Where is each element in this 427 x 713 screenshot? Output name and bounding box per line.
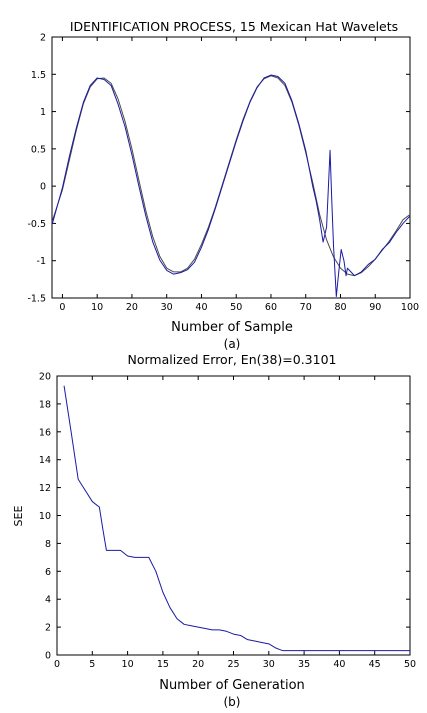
chart-a-x-axis-label: Number of Sample (171, 320, 293, 335)
x-tick-label: 25 (227, 659, 239, 670)
y-tick-label: 1 (40, 107, 46, 118)
chart-b-title: Normalized Error, En(38)=0.3101 (128, 352, 337, 367)
series-line-identified (51, 74, 411, 298)
y-tick-label: 0 (45, 651, 51, 662)
x-tick-label: 45 (369, 659, 381, 670)
y-tick-label: 14 (39, 455, 51, 466)
chart-a-plot-frame (51, 36, 411, 299)
series-line-0 (63, 385, 410, 652)
x-tick-label: 20 (192, 659, 204, 670)
x-tick-label: 90 (369, 302, 381, 313)
x-tick-label: 35 (298, 659, 310, 670)
chart-a-ticks: 0 10 20 30 40 50 60 70 80 90 100 -1.5 -1 -0.5 0 0.5 1 1.5… (27, 33, 419, 314)
y-tick-label: 1.5 (31, 70, 46, 81)
x-tick-label: 30 (161, 302, 173, 313)
x-tick-label: 60 (265, 302, 277, 313)
y-tick-label: 0.5 (31, 144, 46, 155)
x-tick-label: 40 (333, 659, 345, 670)
y-tick-label: 20 (39, 372, 51, 383)
chart-a-caption: (a) (224, 337, 241, 351)
y-tick-label: 10 (39, 511, 51, 522)
chart-b-y-axis-label: SEE (12, 506, 25, 527)
y-tick-label: 12 (39, 483, 51, 494)
y-tick-label: 16 (39, 427, 51, 438)
x-tick-label: 80 (334, 302, 346, 313)
chart-b-series (63, 385, 410, 652)
x-tick-label: 10 (91, 302, 103, 313)
x-tick-label: 0 (54, 659, 60, 670)
x-tick-label: 30 (263, 659, 275, 670)
chart-b-x-axis-label: Number of Generation (159, 678, 305, 693)
chart-b-normalized-error: Normalized Error, En(38)=0.3101 0 5 10 15 20… (12, 352, 416, 709)
y-tick-label: 6 (45, 567, 51, 578)
y-tick-label: 2 (40, 33, 46, 44)
x-tick-label: 100 (401, 302, 419, 313)
y-tick-label: 4 (45, 595, 51, 606)
x-tick-label: 70 (300, 302, 312, 313)
x-tick-label: 0 (59, 302, 65, 313)
chart-b-ticks: 0 5 10 15 20 25 30 35 40 45 50 0 2 4 6 8 10 12 14 16 18 20 (39, 372, 416, 671)
chart-a-series (51, 74, 411, 298)
chart-b-caption: (b) (224, 695, 241, 709)
x-tick-label: 20 (126, 302, 138, 313)
chart-b-plot-frame (56, 375, 411, 656)
y-tick-label: -1 (37, 256, 46, 267)
x-tick-label: 10 (122, 659, 134, 670)
y-tick-label: 8 (45, 539, 51, 550)
x-tick-label: 5 (89, 659, 95, 670)
x-tick-label: 50 (404, 659, 416, 670)
y-tick-label: -1.5 (27, 294, 46, 305)
x-tick-label: 15 (157, 659, 169, 670)
y-tick-label: 18 (39, 399, 51, 410)
chart-a-title: IDENTIFICATION PROCESS, 15 Mexican Hat W… (70, 19, 398, 34)
y-tick-label: 2 (45, 623, 51, 634)
x-tick-label: 40 (195, 302, 207, 313)
y-tick-label: 0 (40, 182, 46, 193)
y-tick-label: -0.5 (27, 219, 46, 230)
chart-a-identification: IDENTIFICATION PROCESS, 15 Mexican Hat W… (27, 19, 419, 351)
x-tick-label: 50 (230, 302, 242, 313)
